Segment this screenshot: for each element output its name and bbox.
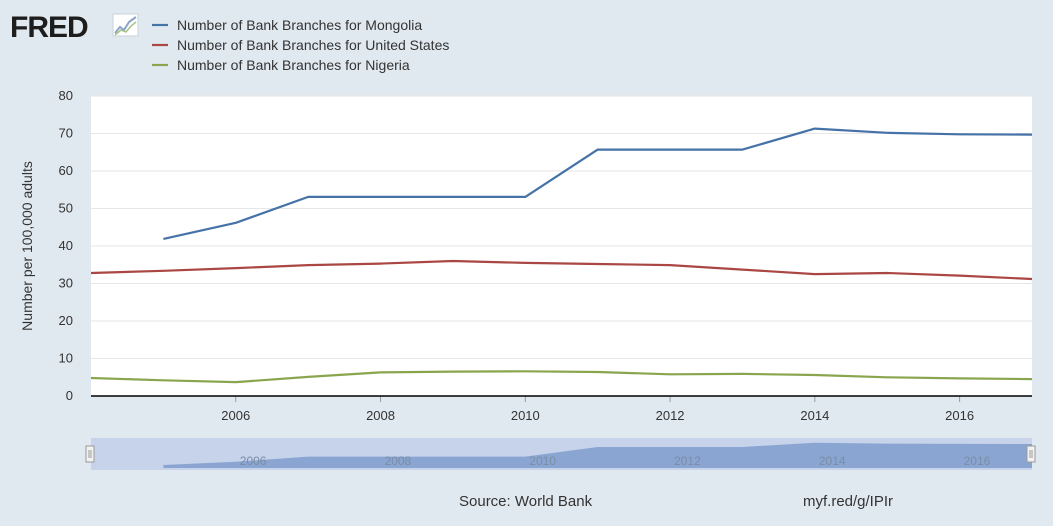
gridlines [91,95,1032,359]
source-text: Source: World Bank [459,493,593,510]
x-axis-ticks: 2006 2008 2010 2012 2014 2016 [221,396,974,423]
y-tick-label: 0 [66,388,73,403]
navigator-right-handle[interactable] [1026,445,1036,463]
short-url-link[interactable]: myf.red/g/IPIr [803,493,893,510]
x-tick-label: 2006 [221,408,250,423]
range-navigator[interactable]: 2006 2008 2010 2012 2014 2016 [85,438,1036,470]
x-tick-label: 2012 [656,408,685,423]
chart-line-icon [112,13,139,37]
y-tick-label: 30 [59,276,73,291]
y-axis-title: Number per 100,000 adults [19,161,35,331]
series-line-2[interactable] [90,370,1033,384]
y-tick-label: 70 [59,126,73,141]
navigator-tick-label: 2010 [529,454,556,468]
navigator-tick-label: 2014 [819,454,846,468]
x-tick-label: 2010 [511,408,540,423]
navigator-tick-label: 2006 [240,454,267,468]
series-line-0[interactable] [163,127,1033,240]
x-tick-label: 2016 [945,408,974,423]
navigator-left-handle[interactable] [85,445,95,463]
y-tick-label: 10 [59,351,73,366]
drag-handle-icon[interactable] [85,445,95,463]
legend-item-label[interactable]: Number of Bank Branches for United State… [177,37,449,53]
y-tick-label: 40 [59,238,73,253]
x-tick-label: 2014 [800,408,829,423]
navigator-tick-label: 2012 [674,454,701,468]
y-tick-label: 60 [59,163,73,178]
y-tick-label: 80 [59,88,73,103]
navigator-labels: 2006 2008 2010 2012 2014 2016 [240,454,991,468]
fred-logo[interactable]: FRED [10,11,139,44]
navigator-tick-label: 2016 [964,454,991,468]
series-line-1[interactable] [90,259,1033,281]
legend-item-label[interactable]: Number of Bank Branches for Nigeria [177,57,410,73]
legend-item-label[interactable]: Number of Bank Branches for Mongolia [177,17,422,33]
legend: Number of Bank Branches for Mongolia Numb… [152,17,449,73]
y-tick-label: 20 [59,313,73,328]
logo-text: FRED [10,11,88,44]
drag-handle-icon[interactable] [1026,445,1036,463]
y-tick-label: 50 [59,201,73,216]
series-lines [90,127,1033,384]
navigator-series-area [163,442,1032,468]
navigator-tick-label: 2008 [385,454,412,468]
y-axis-ticks: 0 10 20 30 40 50 60 70 80 [59,88,73,403]
x-tick-label: 2008 [366,408,395,423]
